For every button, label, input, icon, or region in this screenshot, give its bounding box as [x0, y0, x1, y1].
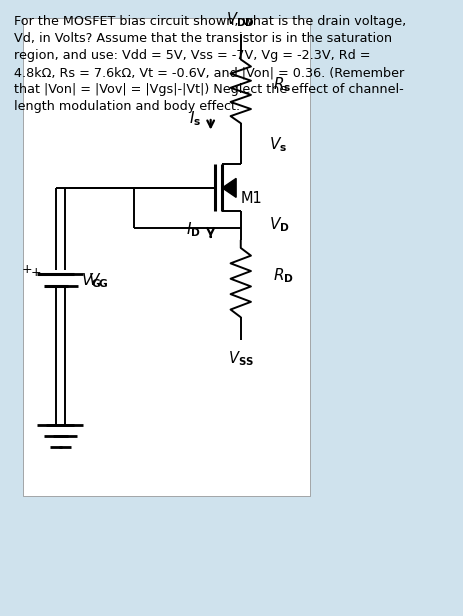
- FancyBboxPatch shape: [23, 18, 310, 496]
- Text: For the MOSFET bias circuit shown, what is the drain voltage,
Vd, in Volts? Assu: For the MOSFET bias circuit shown, what …: [14, 15, 406, 113]
- Text: V$_{\mathbf{G}}$: V$_{\mathbf{G}}$: [88, 272, 108, 290]
- Polygon shape: [222, 179, 236, 197]
- Text: I$_{\mathbf{s}}$: I$_{\mathbf{s}}$: [189, 109, 201, 128]
- Text: +: +: [31, 265, 42, 279]
- Text: V$_{\mathbf{D}}$: V$_{\mathbf{D}}$: [269, 216, 289, 234]
- Text: R$_{\mathbf{s}}$: R$_{\mathbf{s}}$: [273, 75, 292, 94]
- Text: V$_{\mathbf{SS}}$: V$_{\mathbf{SS}}$: [228, 349, 254, 368]
- Text: V$_{\mathbf{DD}}$: V$_{\mathbf{DD}}$: [226, 10, 255, 29]
- Text: M1: M1: [241, 191, 263, 206]
- Text: I$_{\mathbf{D}}$: I$_{\mathbf{D}}$: [187, 220, 201, 239]
- Text: R$_{\mathbf{D}}$: R$_{\mathbf{D}}$: [273, 266, 294, 285]
- Text: +: +: [22, 263, 32, 277]
- Text: V$_{\mathbf{G}}$: V$_{\mathbf{G}}$: [81, 272, 101, 290]
- Text: V$_{\mathbf{s}}$: V$_{\mathbf{s}}$: [269, 136, 287, 154]
